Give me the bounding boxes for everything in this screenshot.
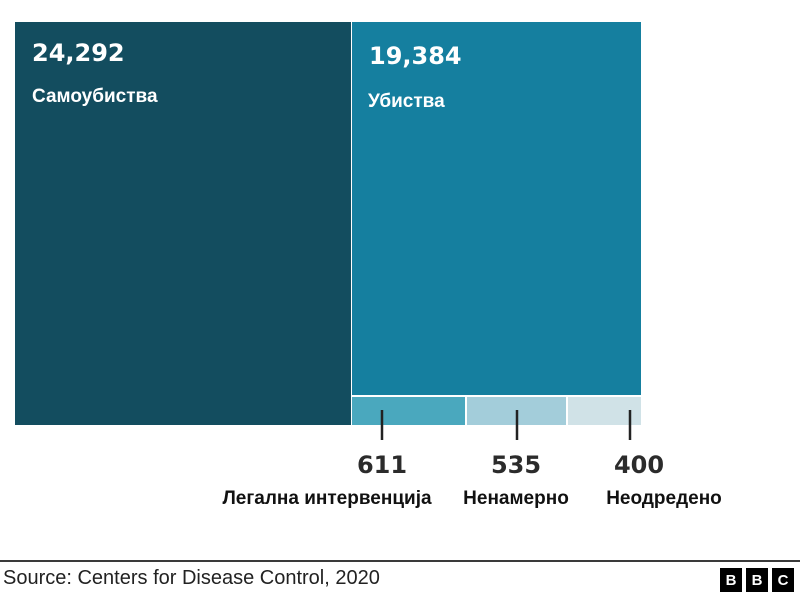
category-label-suicides: Самоубиства: [32, 86, 158, 107]
value-label-unintentional: 535: [491, 451, 541, 479]
footer-divider: [0, 560, 800, 562]
value-label-suicides: 24,292: [32, 39, 125, 67]
treemap-cell-legal-intervention: [352, 397, 465, 425]
category-label-unintentional: Ненамерно: [463, 488, 569, 509]
treemap-cell-homicides: [352, 22, 641, 395]
bbc-logo-letter: B: [720, 568, 742, 592]
category-label-homicides: Убиства: [368, 91, 445, 112]
treemap-chart: 24,292 Самоубиства 19,384 Убиства 611 Ле…: [15, 22, 722, 509]
category-label-legal-intervention: Легална интервенција: [222, 488, 432, 509]
source-note: Source: Centers for Disease Control, 202…: [3, 567, 380, 589]
value-label-undetermined: 400: [614, 451, 664, 479]
bbc-logo-letter: C: [772, 568, 794, 592]
bbc-logo-letter: B: [746, 568, 768, 592]
value-label-legal-intervention: 611: [357, 451, 407, 479]
category-label-undetermined: Неодредено: [606, 488, 722, 509]
treemap-cell-suicides: [15, 22, 351, 425]
value-label-homicides: 19,384: [369, 42, 462, 70]
bbc-logo: B B C: [720, 568, 794, 592]
